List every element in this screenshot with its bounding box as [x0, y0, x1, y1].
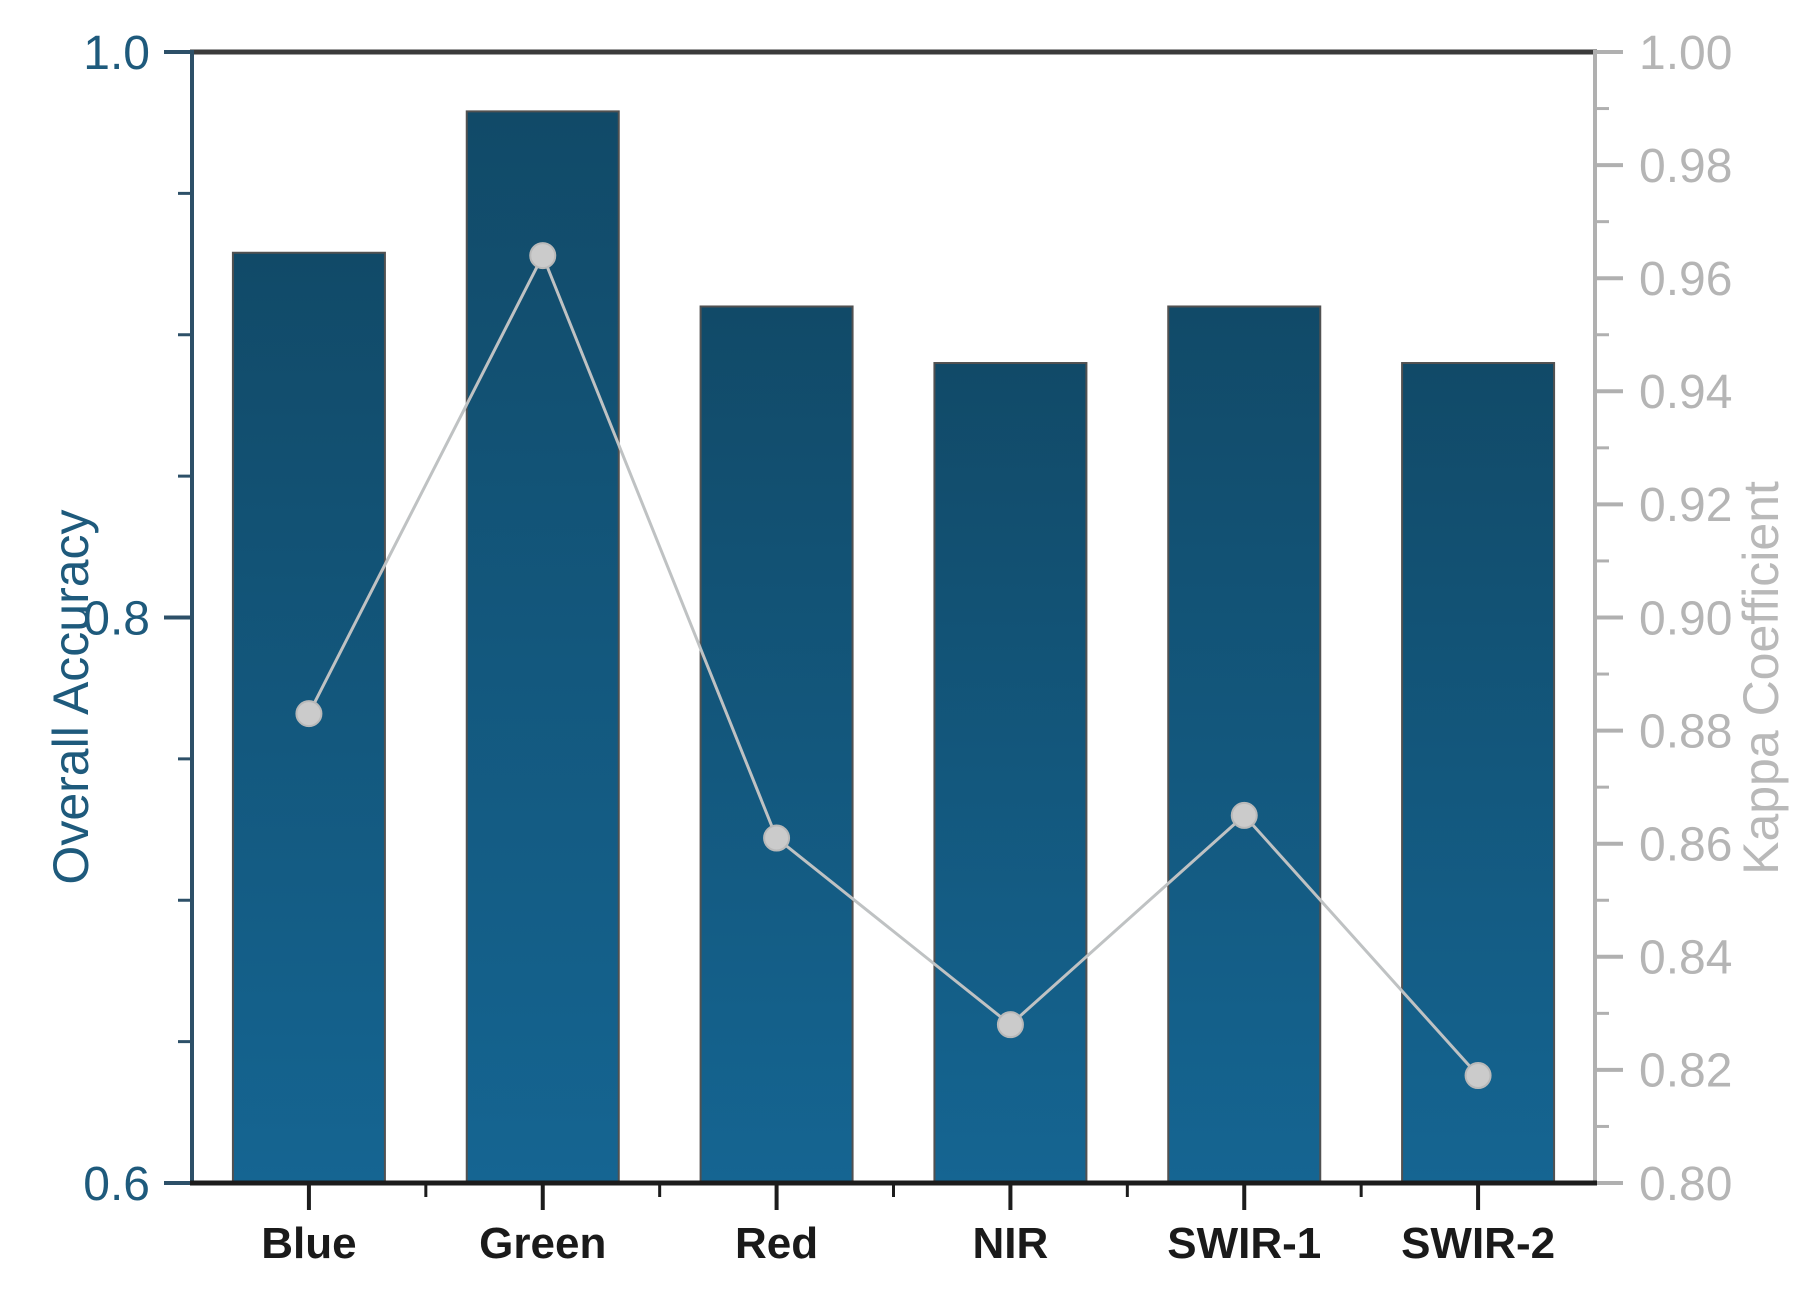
kappa-line: [307, 251, 1480, 1077]
bar-swir-1: [1167, 305, 1322, 1185]
right-tick-label: 0.92: [1639, 479, 1732, 532]
kappa-marker-swir-2: [1464, 1062, 1492, 1090]
right-tick-label: 0.80: [1639, 1158, 1732, 1211]
right-tick-label: 0.98: [1639, 140, 1732, 193]
bar-swir-2: [1401, 362, 1556, 1184]
axes: [164, 49, 1623, 1210]
kappa-line-series: [295, 242, 1492, 1090]
x-category-label-swir-2: SWIR-2: [1401, 1219, 1555, 1268]
kappa-marker-nir: [996, 1011, 1024, 1039]
right-tick-label: 1.00: [1639, 27, 1732, 80]
kappa-marker-green: [529, 242, 557, 270]
bar-green: [465, 110, 620, 1185]
kappa-marker-swir-1: [1230, 801, 1258, 829]
left-axis-title: Overall Accuracy: [43, 509, 99, 884]
right-tick-label: 0.86: [1639, 819, 1732, 872]
x-category-label-green: Green: [479, 1219, 606, 1268]
left-tick-label: 0.6: [83, 1158, 150, 1211]
kappa-marker-blue: [295, 700, 323, 728]
right-tick-label: 0.88: [1639, 705, 1732, 758]
bar-nir: [933, 362, 1088, 1184]
x-category-label-blue: Blue: [261, 1219, 356, 1268]
right-axis-title: Kappa Coefficient: [1733, 481, 1789, 875]
right-tick-label: 0.84: [1639, 932, 1732, 985]
right-tick-label: 0.82: [1639, 1045, 1732, 1098]
right-tick-label: 0.94: [1639, 366, 1732, 419]
tick-labels: 1.0 0.8 0.6 1.00 0.98 0.96 0.94 0.92 0.90 0.88 0.8…: [83, 27, 1732, 1268]
x-category-label-red: Red: [735, 1219, 818, 1268]
left-tick-label: 0.8: [83, 592, 150, 645]
right-tick-label: 0.90: [1639, 592, 1732, 645]
x-category-label-nir: NIR: [973, 1219, 1049, 1268]
overall-accuracy-bars: [231, 110, 1556, 1185]
kappa-marker-red: [763, 824, 791, 852]
right-tick-label: 0.96: [1639, 253, 1732, 306]
left-tick-label: 1.0: [83, 27, 150, 80]
bar-red: [699, 305, 854, 1185]
x-category-label-swir-1: SWIR-1: [1167, 1219, 1321, 1268]
